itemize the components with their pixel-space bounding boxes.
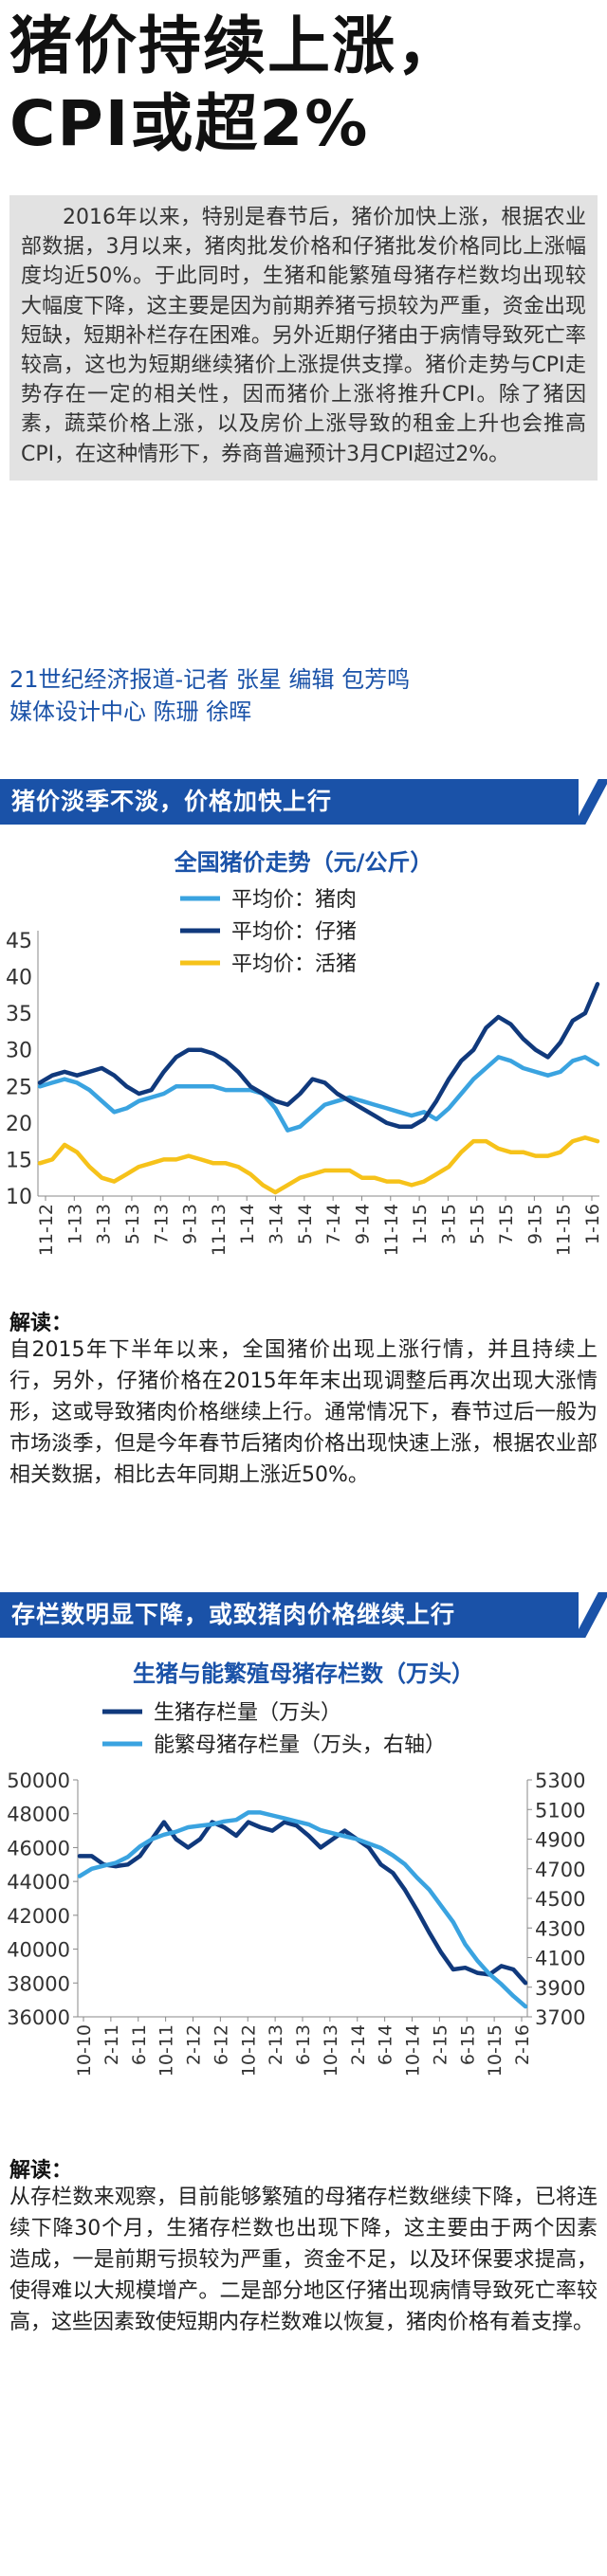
chart2-container: 36000 38000 40000 42000 44000 46000 48000 50000… — [0, 1693, 607, 2144]
section2-banner: 存栏数明显下降，或致猪肉价格继续上行 — [0, 1592, 607, 1638]
section1-banner: 猪价淡季不淡，价格加快上行 — [0, 779, 607, 825]
pig-price-chart: 10 15 20 25 30 35 40 45 11-12 1-13 3-13 5-13 7-13 9-1… — [6, 888, 603, 1256]
x-tick-label: 9-15 — [524, 1204, 545, 1244]
x-tick-label: 7-13 — [151, 1204, 172, 1244]
right-tick-label: 4700 — [535, 1859, 585, 1881]
hog-stock-chart: 36000 38000 40000 42000 44000 46000 48000 50000… — [7, 1701, 585, 2077]
credits-line-2: 媒体设计中心 陈珊 徐晖 — [9, 698, 252, 725]
chart1-container: 10 15 20 25 30 35 40 45 11-12 1-13 3-13 5-13 7-13 9-1… — [0, 881, 607, 1298]
x-tick-label: 10-15 — [485, 2024, 506, 2077]
section2-banner-title: 存栏数明显下降，或致猪肉价格继续上行 — [11, 1601, 456, 1628]
x-tick-label: 2-11 — [101, 2024, 122, 2065]
x-tick-label: 2-16 — [512, 2024, 533, 2065]
section2-analysis-text: 从存栏数来观察，目前能够繁殖的母猪存栏数继续下降，已将连续下降30个月，生猪存栏… — [9, 2186, 598, 2334]
left-tick-label: 36000 — [7, 2006, 70, 2029]
headline-line-2: CPI或超2% — [9, 87, 370, 160]
left-tick-label: 44000 — [7, 1871, 70, 1894]
right-tick-label: 4500 — [535, 1888, 585, 1911]
section1-banner-title: 猪价淡季不淡，价格加快上行 — [11, 788, 333, 815]
x-tick-label: 1-16 — [582, 1204, 603, 1244]
x-tick-label: 1-14 — [237, 1204, 258, 1244]
left-tick-label: 40000 — [7, 1939, 70, 1962]
x-tick-label: 7-14 — [323, 1204, 344, 1244]
right-tick-label: 4300 — [535, 1917, 585, 1940]
y-tick-label: 10 — [6, 1186, 32, 1209]
x-tick-label: 3-14 — [267, 1204, 287, 1244]
series-line-2 — [37, 982, 600, 1129]
legend-label-3: 平均价：活猪 — [231, 952, 357, 976]
left-tick-label: 50000 — [7, 1769, 70, 1792]
x-tick-label: 6-13 — [293, 2024, 314, 2065]
section1-analysis-label: 解读： — [9, 1312, 73, 1335]
x-tick-label: 1-15 — [410, 1204, 431, 1244]
intro-box: 2016年以来，特别是春节后，猪价加快上涨，根据农业部数据，3月以来，猪肉批发价… — [9, 195, 598, 481]
x-tick-label: 10-13 — [321, 2024, 341, 2077]
x-tick-label: 3-13 — [94, 1204, 115, 1244]
legend-label-1: 平均价：猪肉 — [231, 888, 357, 912]
x-tick-label: 5-15 — [468, 1204, 488, 1244]
right-tick-label: 5300 — [535, 1769, 585, 1792]
x-tick-label: 2-13 — [266, 2024, 286, 2065]
x-tick-label: 7-15 — [496, 1204, 517, 1244]
x-tick-label: 2-15 — [430, 2024, 451, 2065]
left-tick-label: 38000 — [7, 1972, 70, 1995]
chart1-title: 全国猪价走势（元/公斤） — [174, 849, 433, 876]
x-tick-label: 3-15 — [438, 1204, 459, 1244]
x-tick-label: 1-13 — [64, 1204, 85, 1244]
legend-label-2: 能繁母猪存栏量（万头，右轴） — [154, 1733, 446, 1757]
headline-line-1: 猪价持续上涨， — [9, 9, 461, 82]
left-tick-label: 42000 — [7, 1905, 70, 1928]
banner-stripe-decoration — [574, 1592, 607, 1638]
x-tick-label: 6-12 — [211, 2024, 231, 2065]
x-tick-label: 6-14 — [376, 2024, 396, 2065]
right-tick-label: 4100 — [535, 1948, 585, 1970]
x-tick-label: 6-15 — [457, 2024, 478, 2065]
y-tick-label: 40 — [6, 967, 32, 990]
section2-analysis-label: 解读： — [9, 2159, 73, 2183]
x-tick-label: 2-14 — [348, 2024, 369, 2065]
x-tick-label: 11-14 — [381, 1204, 402, 1256]
series-line-1 — [37, 1055, 600, 1133]
y-tick-label: 15 — [6, 1149, 32, 1172]
x-tick-label: 11-13 — [209, 1204, 230, 1256]
section1-analysis-text: 自2015年下半年以来，全国猪价出现上涨行情，并且持续上行，另外，仔猪价格在20… — [9, 1338, 598, 1487]
y-tick-label: 20 — [6, 1113, 32, 1136]
x-tick-label: 11-15 — [554, 1204, 575, 1256]
chart2-title: 生猪与能繁殖母猪存栏数（万头） — [133, 1660, 474, 1687]
legend-label-2: 平均价：仔猪 — [231, 920, 357, 944]
x-tick-label: 10-11 — [156, 2024, 177, 2077]
y-tick-label: 35 — [6, 1003, 32, 1026]
right-tick-label: 3700 — [535, 2006, 585, 2029]
x-tick-label: 9-13 — [180, 1204, 201, 1244]
left-tick-label: 46000 — [7, 1837, 70, 1859]
x-tick-label: 10-12 — [238, 2024, 259, 2077]
y-tick-label: 45 — [6, 930, 32, 953]
series-line-2 — [77, 1810, 528, 2009]
credits-line-1: 21世纪经济报道-记者 张星 编辑 包芳鸣 — [9, 666, 411, 693]
x-tick-label: 5-14 — [295, 1204, 316, 1244]
right-tick-label: 5100 — [535, 1799, 585, 1822]
series-line-1 — [77, 1820, 528, 1986]
legend-label-1: 生猪存栏量（万头） — [154, 1701, 341, 1725]
x-tick-label: 9-14 — [352, 1204, 373, 1244]
y-tick-label: 25 — [6, 1076, 32, 1099]
y-tick-label: 30 — [6, 1040, 32, 1063]
x-tick-label: 10-10 — [74, 2024, 95, 2077]
right-tick-label: 4900 — [535, 1829, 585, 1852]
x-tick-label: 2-12 — [184, 2024, 205, 2065]
series-line-3 — [37, 1135, 600, 1195]
x-tick-label: 6-11 — [129, 2024, 150, 2065]
x-tick-label: 5-13 — [122, 1204, 143, 1244]
right-tick-label: 3900 — [535, 1977, 585, 2000]
banner-stripe-decoration — [574, 779, 607, 825]
credits: 21世纪经济报道-记者 张星 编辑 包芳鸣 媒体设计中心 陈珊 徐晖 — [9, 663, 598, 728]
intro-paragraph: 2016年以来，特别是春节后，猪价加快上涨，根据农业部数据，3月以来，猪肉批发价… — [21, 206, 586, 466]
x-tick-label: 11-12 — [36, 1204, 57, 1256]
left-tick-label: 48000 — [7, 1804, 70, 1826]
x-tick-label: 10-14 — [403, 2024, 424, 2077]
headline: 猪价持续上涨， CPI或超2% — [9, 8, 598, 163]
